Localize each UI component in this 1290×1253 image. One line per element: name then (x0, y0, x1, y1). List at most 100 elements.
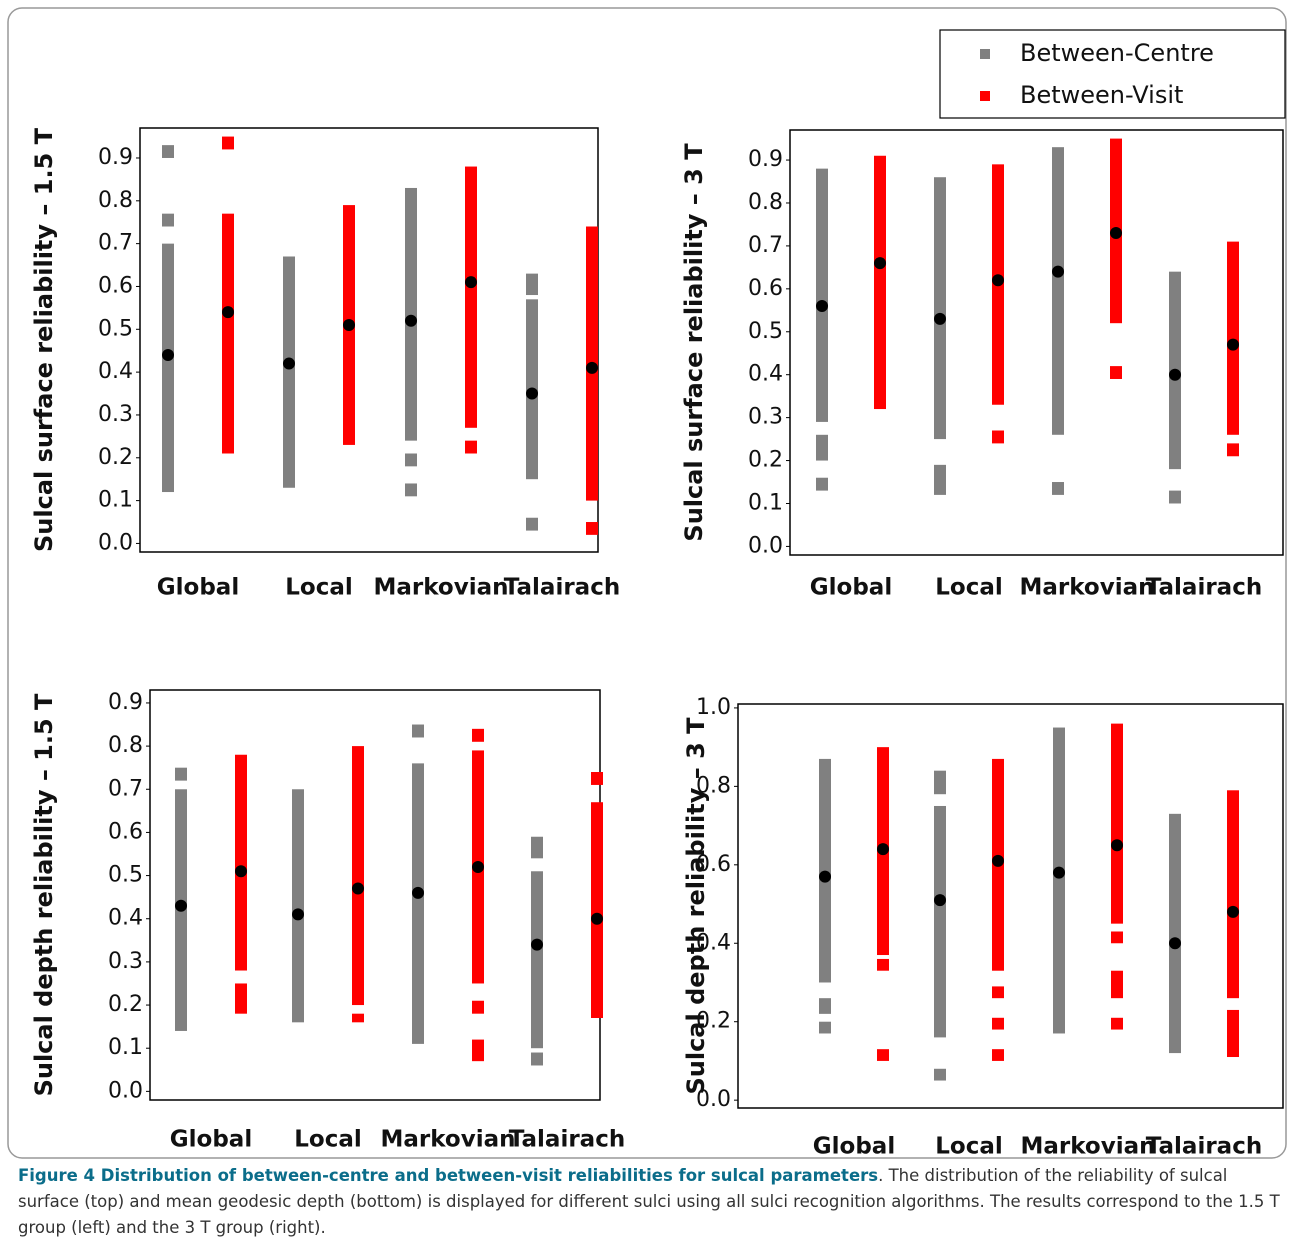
mean-dot (877, 843, 889, 856)
x-tick-label: Global (813, 1134, 895, 1160)
y-tick-label: 0.8 (98, 188, 133, 213)
range-segment (1111, 1017, 1123, 1030)
y-tick-label: 0.6 (696, 852, 731, 877)
y-axis-label: Sulcal surface reliability – 3 T (680, 143, 708, 542)
x-tick-label: Global (170, 1127, 252, 1153)
figure-frame (7, 7, 1287, 1159)
mean-dot (1227, 905, 1239, 918)
range-segment (235, 754, 247, 971)
mean-dot (352, 882, 364, 895)
range-segment (816, 477, 828, 491)
y-tick-label: 1.0 (696, 695, 731, 720)
mean-dot (465, 276, 477, 289)
mean-dot (222, 306, 234, 319)
y-tick-label: 0.0 (108, 1078, 143, 1103)
mean-dot (591, 912, 603, 925)
range-segment (591, 772, 603, 785)
range-segment (1169, 490, 1181, 504)
range-segment (222, 136, 234, 150)
y-axis-label: Sulcal depth reliability – 1.5 T (30, 693, 58, 1096)
y-tick-label: 0.3 (108, 949, 143, 974)
range-segment (877, 958, 889, 971)
mean-dot (175, 899, 187, 912)
x-tick-label: Local (935, 575, 1003, 601)
range-segment (1052, 147, 1064, 435)
range-segment (531, 1052, 543, 1066)
y-tick-label: 0.5 (98, 316, 133, 341)
caption-title: Figure 4 Distribution of between-centre … (18, 1166, 879, 1185)
mean-dot (934, 312, 946, 325)
range-segment (405, 483, 417, 497)
mean-dot (412, 886, 424, 899)
mean-dot (1169, 368, 1181, 381)
x-tick-label: Markovian (1020, 1134, 1155, 1160)
mean-dot (992, 854, 1004, 867)
range-segment (992, 430, 1004, 444)
legend-label: Between-Centre (1020, 39, 1214, 67)
mean-dot (283, 357, 295, 370)
y-tick-label: 0.9 (98, 145, 133, 170)
mean-dot (526, 387, 538, 400)
mean-dot (874, 257, 886, 270)
y-tick-label: 0.3 (98, 402, 133, 427)
range-segment (175, 767, 187, 781)
mean-dot (405, 314, 417, 327)
y-tick-label: 0.4 (696, 930, 731, 955)
x-tick-label: Global (157, 575, 239, 601)
range-segment (1111, 931, 1123, 944)
figure: 0.0 0.1 0.2 0.3 0.4 0.5 0.6 0.7 0.8 0.9 Global Loca… (7, 7, 1287, 1160)
x-tick-label: Talairach (509, 1127, 625, 1153)
y-tick-label: 0.9 (748, 147, 783, 172)
plot-frame (737, 703, 1284, 1109)
x-tick-label: Talairach (1146, 1134, 1262, 1160)
x-tick-label: Talairach (1146, 575, 1262, 601)
y-tick-label: 0.2 (696, 1009, 731, 1034)
mean-dot (343, 319, 355, 332)
y-tick-label: 0.3 (748, 405, 783, 430)
mean-dot (1227, 338, 1239, 351)
y-axis-label: Sulcal depth reliability – 3 T (682, 717, 710, 1095)
mean-dot (586, 361, 598, 374)
x-tick-label: Markovian (373, 575, 508, 601)
y-tick-label: 0.7 (108, 776, 143, 801)
range-segment (526, 517, 538, 531)
range-segment (877, 1049, 889, 1061)
y-tick-label: 0.5 (108, 863, 143, 888)
x-tick-label: Markovian (1019, 575, 1154, 601)
x-tick-label: Local (285, 575, 353, 601)
range-segment (465, 166, 477, 428)
mean-dot (1052, 265, 1064, 278)
range-segment (472, 1000, 484, 1014)
range-segment (992, 1049, 1004, 1061)
range-segment (235, 983, 247, 1014)
y-tick-label: 0.0 (748, 533, 783, 558)
mean-dot (235, 865, 247, 878)
range-segment (531, 871, 543, 1049)
mean-dot (1111, 839, 1123, 852)
range-segment (1111, 970, 1123, 999)
range-segment (1052, 482, 1064, 495)
range-segment (934, 1068, 946, 1081)
range-segment (531, 836, 543, 859)
caption: Figure 4 Distribution of between-centre … (18, 1163, 1280, 1241)
x-tick-label: Global (810, 575, 892, 601)
y-tick-label: 0.2 (748, 448, 783, 473)
y-tick-label: 0.7 (98, 231, 133, 256)
legend-label: Between-Visit (1020, 81, 1183, 109)
mean-dot (292, 908, 304, 921)
range-segment (412, 724, 424, 738)
caption-text: . The distribution of the reliability of… (18, 1166, 1280, 1237)
range-segment (1227, 443, 1239, 457)
range-segment (1227, 1009, 1239, 1058)
mean-dot (1110, 227, 1122, 240)
x-tick-label: Local (294, 1127, 362, 1153)
range-segment (1053, 727, 1065, 1034)
y-tick-label: 0.8 (748, 190, 783, 215)
y-tick-label: 0.7 (748, 233, 783, 258)
range-segment (934, 464, 946, 495)
mean-dot (816, 300, 828, 313)
y-tick-label: 0.2 (98, 445, 133, 470)
x-tick-label: Talairach (504, 575, 620, 601)
range-segment (591, 802, 603, 1018)
